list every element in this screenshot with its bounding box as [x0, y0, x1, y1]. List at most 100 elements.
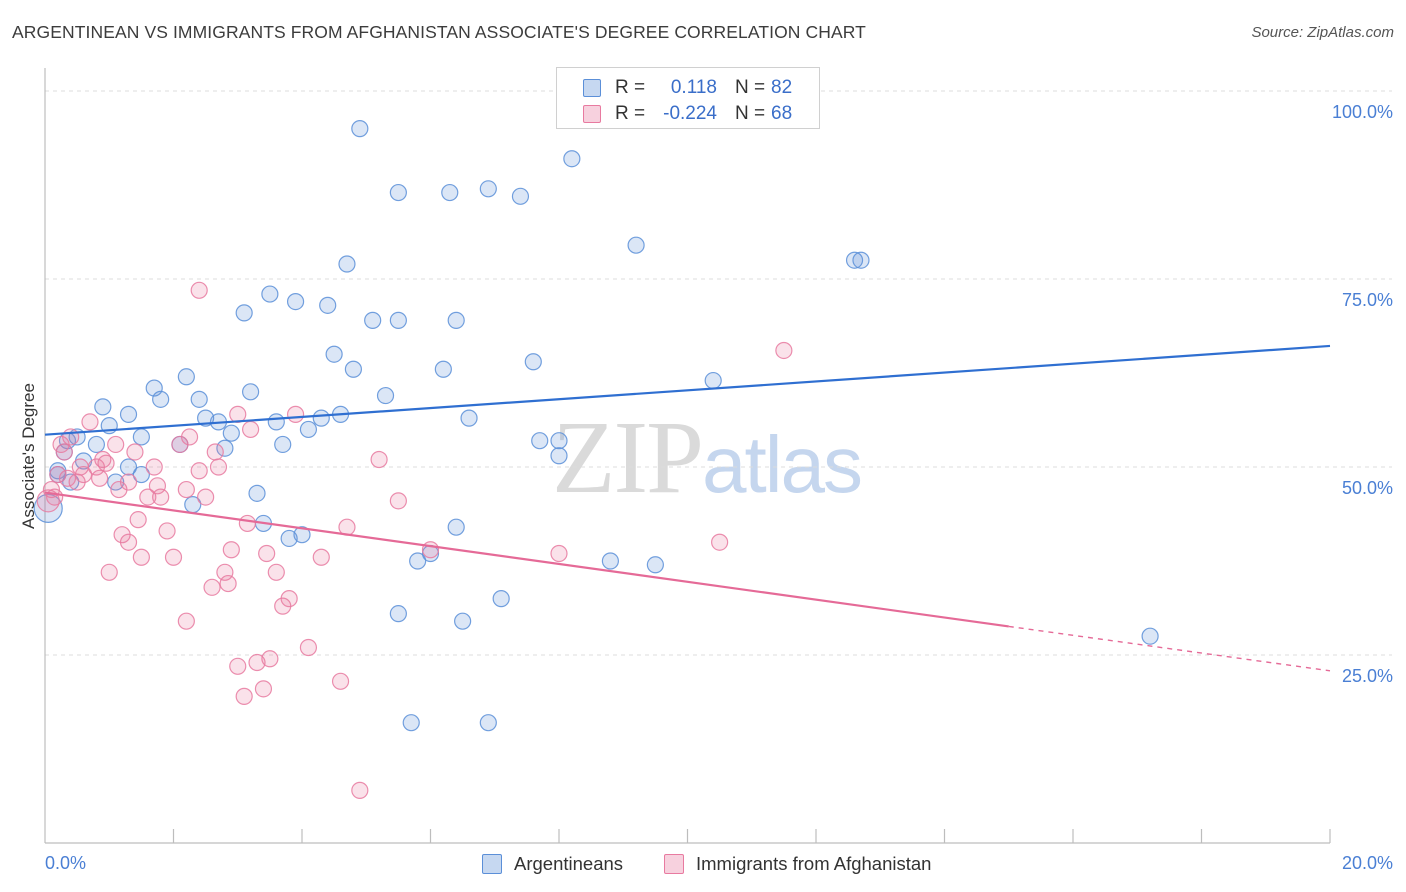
afghanistan-point	[71, 458, 89, 476]
afghanistan-point	[91, 469, 109, 487]
afghanistan-point	[152, 488, 170, 506]
afghanistan-point	[242, 420, 260, 439]
argentineans-point	[601, 552, 620, 570]
afghanistan-point	[550, 544, 568, 563]
argentineans-point	[1141, 627, 1159, 645]
afghanistan-point	[351, 781, 369, 799]
afghanistan-point	[331, 672, 350, 690]
source-label: Source: ZipAtlas.com	[1251, 24, 1394, 41]
afghanistan-point	[206, 443, 224, 461]
argentineans-point	[704, 371, 722, 390]
argentineans-point	[197, 409, 215, 427]
afghanistan-point	[389, 492, 407, 510]
afghanistan-point	[177, 480, 195, 499]
afghanistan-point	[190, 281, 208, 299]
afghanistan-point	[222, 541, 240, 559]
afghanistan-point	[46, 488, 64, 506]
argentineans-point	[119, 458, 138, 476]
afghanistan-point	[312, 548, 330, 566]
argentineans-point	[531, 432, 549, 450]
afghanistan-point	[261, 650, 279, 668]
r-label: R =	[615, 103, 646, 124]
argentineans-point	[242, 383, 260, 401]
argentineans-point	[267, 413, 285, 431]
argentineans-point	[563, 150, 581, 168]
argentineans-point	[152, 390, 170, 408]
afghanistan-point	[775, 341, 793, 360]
argentineans-point	[344, 360, 362, 378]
afghanistan-point	[145, 458, 163, 476]
afghanistan-point	[267, 563, 285, 581]
argentineans-point	[627, 236, 645, 254]
argentineans-point	[402, 714, 420, 732]
argentineans-point	[261, 285, 279, 303]
argentineans-point	[364, 311, 382, 329]
data-points	[33, 120, 1159, 799]
afghanistan-trend-extension	[1008, 625, 1331, 672]
afghanistan-point	[164, 548, 183, 566]
afghanistan-point	[107, 435, 125, 454]
afghanistan-point	[248, 653, 266, 672]
r-value: -0.224	[663, 103, 717, 124]
argentineans-point	[376, 386, 395, 405]
afghanistan-point	[129, 511, 147, 529]
y-tick-label: 75.0%	[1342, 290, 1393, 310]
afghanistan-trend-line	[44, 491, 1009, 628]
argentineans-point	[524, 353, 542, 371]
argentineans-point	[447, 311, 465, 329]
legend-swatch-blue	[482, 854, 502, 874]
chart-title: ARGENTINEAN VS IMMIGRANTS FROM AFGHANIST…	[12, 22, 866, 42]
argentineans-point	[190, 390, 208, 408]
argentineans-point	[132, 428, 150, 446]
afghanistan-point	[148, 477, 167, 495]
afghanistan-point	[254, 680, 273, 698]
afghanistan-point	[216, 563, 234, 581]
argentineans-point	[299, 420, 318, 439]
correlation-legend: R = 0.118 N = 82 R = -0.224 N = 68	[556, 67, 820, 129]
n-value: 82	[771, 77, 793, 98]
argentineans-point	[351, 120, 369, 138]
argentineans-point	[325, 345, 343, 363]
axes	[44, 68, 1331, 844]
legend-swatch-pink	[664, 854, 684, 874]
afghanistan-point	[100, 563, 118, 581]
argentineans-point	[409, 552, 427, 570]
argentineans-point	[646, 556, 664, 574]
afghanistan-point	[81, 413, 99, 431]
argentineans-point	[447, 518, 465, 536]
watermark-zip: ZIP	[552, 400, 704, 515]
afghanistan-point	[299, 638, 318, 657]
argentineans-point	[119, 405, 138, 423]
argentineans-point	[312, 409, 330, 427]
argentineans-point	[460, 409, 478, 427]
argentineans-point	[280, 529, 298, 548]
argentineans-point	[389, 605, 407, 623]
argentineans-point	[286, 292, 305, 311]
argentineans-point	[248, 484, 266, 502]
afghanistan-point	[421, 541, 440, 559]
afghanistan-point	[49, 465, 67, 484]
watermark: ZIPatlas	[552, 398, 863, 517]
argentineans-point	[216, 439, 234, 457]
argentineans-point	[852, 251, 870, 269]
n-label: N =	[735, 77, 766, 98]
afghanistan-point	[126, 443, 144, 461]
afghanistan-point	[177, 612, 195, 630]
afghanistan-point	[258, 544, 276, 563]
afghanistan-point	[158, 522, 176, 540]
afghanistan-point	[197, 488, 215, 506]
argentineans-point	[511, 187, 530, 205]
y-tick-label: 100.0%	[1332, 102, 1393, 122]
argentineans-point	[274, 435, 292, 454]
argentineans-point	[492, 590, 510, 608]
n-value: 68	[771, 103, 793, 124]
argentineans-point	[293, 526, 311, 544]
afghanistan-point	[219, 574, 237, 593]
afghanistan-point	[229, 657, 247, 675]
argentineans-point	[132, 465, 150, 484]
argentineans-point	[319, 296, 337, 314]
argentineans-point	[33, 493, 63, 523]
argentineans-point	[479, 180, 497, 198]
argentineans-point	[235, 304, 253, 322]
